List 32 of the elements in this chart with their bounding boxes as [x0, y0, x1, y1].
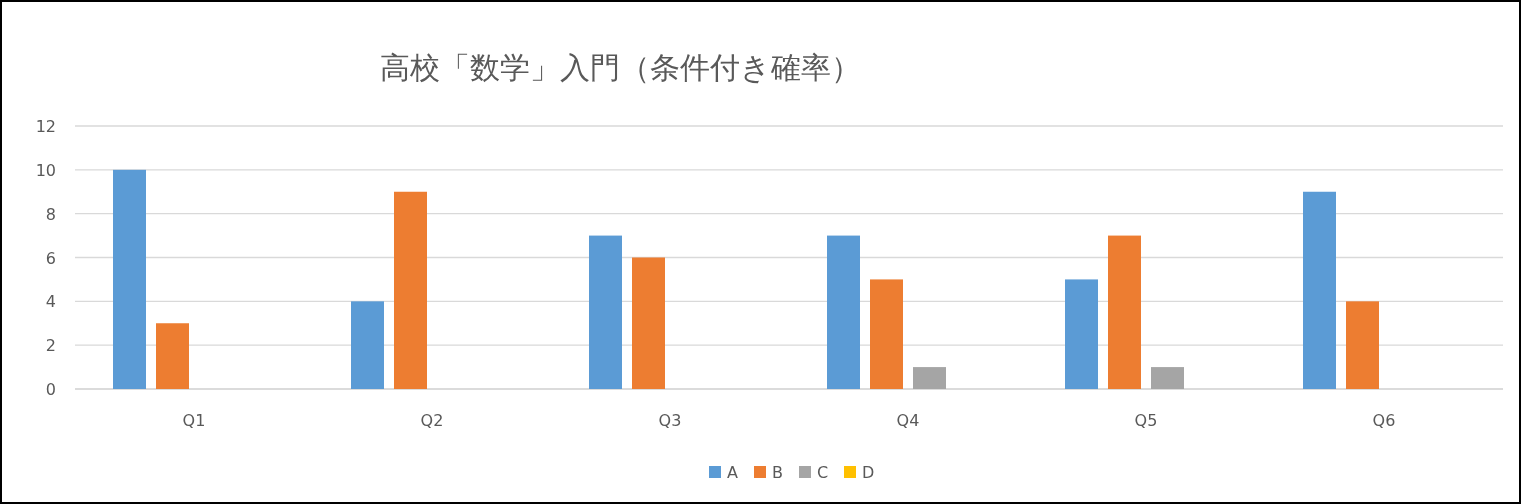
bar — [870, 279, 903, 389]
y-tick-label: 4 — [45, 292, 56, 312]
y-tick-label: 6 — [45, 248, 56, 268]
legend-label: A — [727, 463, 738, 482]
bar — [1151, 367, 1184, 389]
legend-label: C — [817, 463, 829, 482]
bar — [351, 301, 384, 389]
x-tick-label: Q2 — [420, 411, 444, 430]
legend-label: B — [772, 463, 783, 482]
y-tick-label: 10 — [35, 160, 56, 180]
bar — [1108, 235, 1141, 389]
legend-label: D — [862, 463, 875, 482]
bar — [394, 191, 427, 389]
chart-title: 高校「数学」入門（条件付き確率） — [379, 50, 861, 85]
y-tick-label: 8 — [45, 204, 56, 224]
bar — [589, 235, 622, 389]
x-tick-label: Q1 — [182, 411, 206, 430]
bar — [156, 323, 189, 389]
bar — [1346, 301, 1379, 389]
x-tick-label: Q5 — [1134, 411, 1158, 430]
bar — [1065, 279, 1098, 389]
x-tick-label: Q4 — [896, 411, 920, 430]
bar — [632, 257, 665, 389]
bar — [913, 367, 946, 389]
bar — [1303, 191, 1336, 389]
bar — [113, 169, 146, 389]
bar — [827, 235, 860, 389]
y-tick-label: 12 — [35, 117, 56, 136]
y-tick-label: 2 — [45, 336, 56, 356]
x-tick-label: Q6 — [1372, 411, 1396, 430]
y-tick-label: 0 — [45, 380, 56, 399]
x-tick-label: Q3 — [658, 411, 682, 430]
